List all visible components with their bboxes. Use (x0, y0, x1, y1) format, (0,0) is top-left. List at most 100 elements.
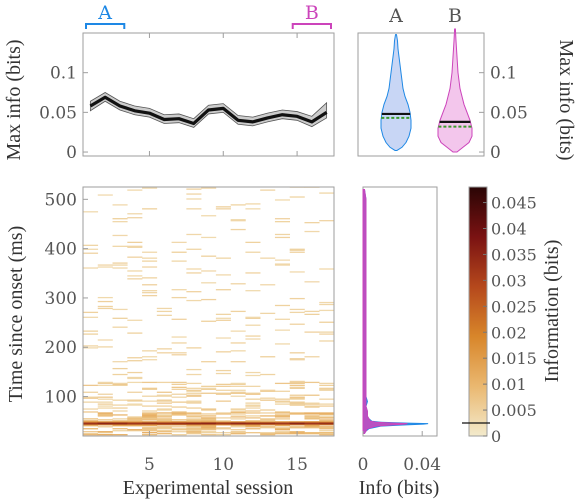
heatmap-cell (289, 398, 305, 400)
heatmap-cell (319, 423, 334, 425)
heatmap-cell (142, 425, 158, 427)
heatmap-cell (127, 404, 143, 406)
heatmap-cell (274, 414, 291, 416)
heatmap-cell (230, 228, 246, 231)
heatmap-cell (319, 421, 334, 423)
heatmap-cell (97, 194, 113, 196)
heatmap-cell (97, 264, 113, 266)
heatmap-cell (171, 260, 187, 262)
heatmap-cell (171, 423, 187, 425)
heatmap-cell (230, 422, 246, 424)
heatmap-cell (171, 431, 187, 433)
heatmap-cell (319, 389, 334, 391)
heatmap-ylabel: Time since onset (ms) (5, 226, 27, 402)
heatmap-cell (215, 208, 231, 210)
heatmap-cell (186, 389, 202, 391)
heatmap-cell (186, 390, 202, 392)
heatmap-cell (83, 211, 99, 213)
heatmap-cell (289, 323, 305, 325)
heatmap-cell (304, 422, 320, 424)
heatmap-cell (289, 401, 305, 403)
heatmap-cell (97, 396, 113, 398)
line-ytick-label: 0.1 (50, 64, 77, 84)
heatmap-cell (245, 405, 261, 407)
heatmap-cell (156, 428, 172, 430)
heatmap-cell (186, 382, 202, 385)
heatmap-cell (260, 433, 276, 435)
heatmap-cell (186, 428, 202, 430)
heatmap-cell (304, 402, 320, 404)
line-panel-frame (82, 32, 335, 157)
heatmap-cell (260, 434, 276, 436)
heatmap-cell (215, 369, 231, 372)
heatmap-cell (112, 373, 128, 376)
heatmap-cell (319, 192, 334, 194)
heatmap-cell (127, 278, 143, 280)
heatmap-cell (245, 241, 261, 244)
heatmap-cell (319, 331, 334, 333)
heatmap-cell (97, 423, 113, 425)
heatmap-cell (97, 412, 113, 414)
heatmap-cell (186, 416, 202, 418)
heatmap-cell (230, 418, 246, 420)
profile-panel: 0 0.04 Info (bits) (358, 186, 441, 499)
heatmap-cell (83, 411, 99, 413)
line-ytick-label: 0 (66, 143, 77, 163)
heatmap-cell (304, 415, 320, 417)
heatmap-cell (230, 330, 246, 332)
heatmap-cell (289, 426, 305, 428)
heatmap-cell (289, 422, 305, 424)
heatmap-cell (215, 413, 231, 415)
heatmap-cell (112, 221, 128, 223)
heatmap-cell (171, 428, 187, 430)
heatmap-cell (289, 196, 305, 198)
heatmap-cell (260, 432, 276, 434)
heatmap-cell (127, 332, 143, 334)
heatmap-cell (245, 316, 261, 318)
heatmap-cell (97, 407, 113, 409)
heatmap-cell (112, 361, 128, 363)
heatmap-cell (304, 423, 320, 425)
heatmap-cell (142, 284, 158, 286)
heatmap-cell (171, 386, 187, 388)
heatmap-cell (289, 381, 305, 384)
heatmap-cell (112, 367, 128, 370)
heatmap-cell (215, 393, 231, 395)
heatmap-cell (97, 305, 113, 308)
heatmap-cell (260, 312, 276, 315)
heatmap-cell (319, 220, 334, 222)
heatmap-cell (186, 392, 202, 394)
heatmap-cell (142, 419, 158, 421)
heatmap-cell (186, 432, 202, 434)
violin-ytick-label: 0.05 (490, 103, 528, 123)
heatmap-cell (112, 414, 128, 416)
heatmap-cell (245, 412, 261, 414)
heatmap-cell (260, 412, 276, 414)
heatmap-cell (156, 405, 172, 407)
heatmap-cell (156, 430, 172, 432)
heatmap-xtick-label: 5 (144, 455, 155, 475)
heatmap-cell (245, 251, 261, 253)
heatmap-cell (319, 433, 334, 435)
heatmap-cell (83, 401, 99, 403)
heatmap-cell (83, 396, 99, 398)
heatmap-cell (83, 384, 99, 387)
colorbar-tick-label: 0.03 (491, 271, 527, 290)
heatmap-cell (215, 424, 231, 426)
heatmap-cell (274, 264, 291, 266)
heatmap-cell (319, 333, 334, 335)
heatmap-cell (127, 399, 143, 401)
heatmap-cell (142, 251, 158, 253)
heatmap-cell (142, 430, 158, 432)
heatmap-cell (97, 414, 113, 416)
violin-A (380, 34, 412, 151)
heatmap-cell (245, 324, 261, 326)
heatmap-cell (171, 421, 187, 423)
heatmap-cell (97, 415, 113, 417)
heatmap-cell (97, 393, 113, 395)
heatmap-cell (245, 290, 261, 292)
line-series-mean (89, 95, 328, 126)
heatmap-cell (97, 296, 113, 299)
heatmap-cell (215, 206, 231, 208)
heatmap-cell (245, 423, 261, 425)
